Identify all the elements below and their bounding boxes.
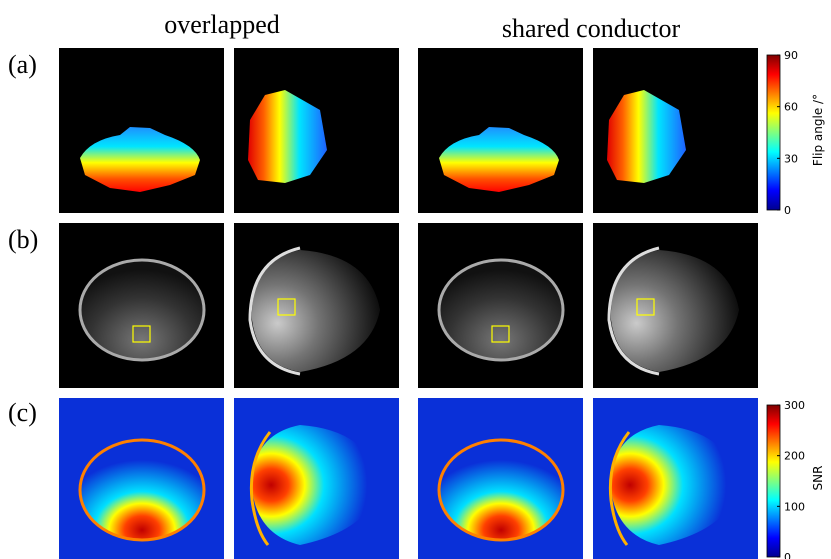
column-title: shared conductor [502, 14, 681, 43]
colorbar-label: Flip angle /° [811, 94, 825, 166]
row-label: (a) [8, 50, 37, 79]
tick-label: 0 [784, 551, 791, 559]
row-label: (c) [8, 398, 37, 427]
colorbar [767, 405, 780, 557]
colorbar [767, 55, 780, 210]
tick-label: 90 [784, 49, 798, 62]
tick-label: 0 [784, 204, 791, 217]
tick-label: 300 [784, 399, 805, 412]
row-label: (b) [8, 225, 38, 254]
tick-label: 60 [784, 101, 798, 114]
figure: overlapped shared conductor (a) (b) (c) … [0, 0, 831, 559]
tick-label: 200 [784, 450, 805, 463]
image-grid [59, 48, 758, 559]
tick-label: 30 [784, 152, 798, 165]
column-title: overlapped [164, 10, 280, 39]
colorbar-label: SNR [811, 466, 825, 491]
tick-label: 100 [784, 500, 805, 513]
